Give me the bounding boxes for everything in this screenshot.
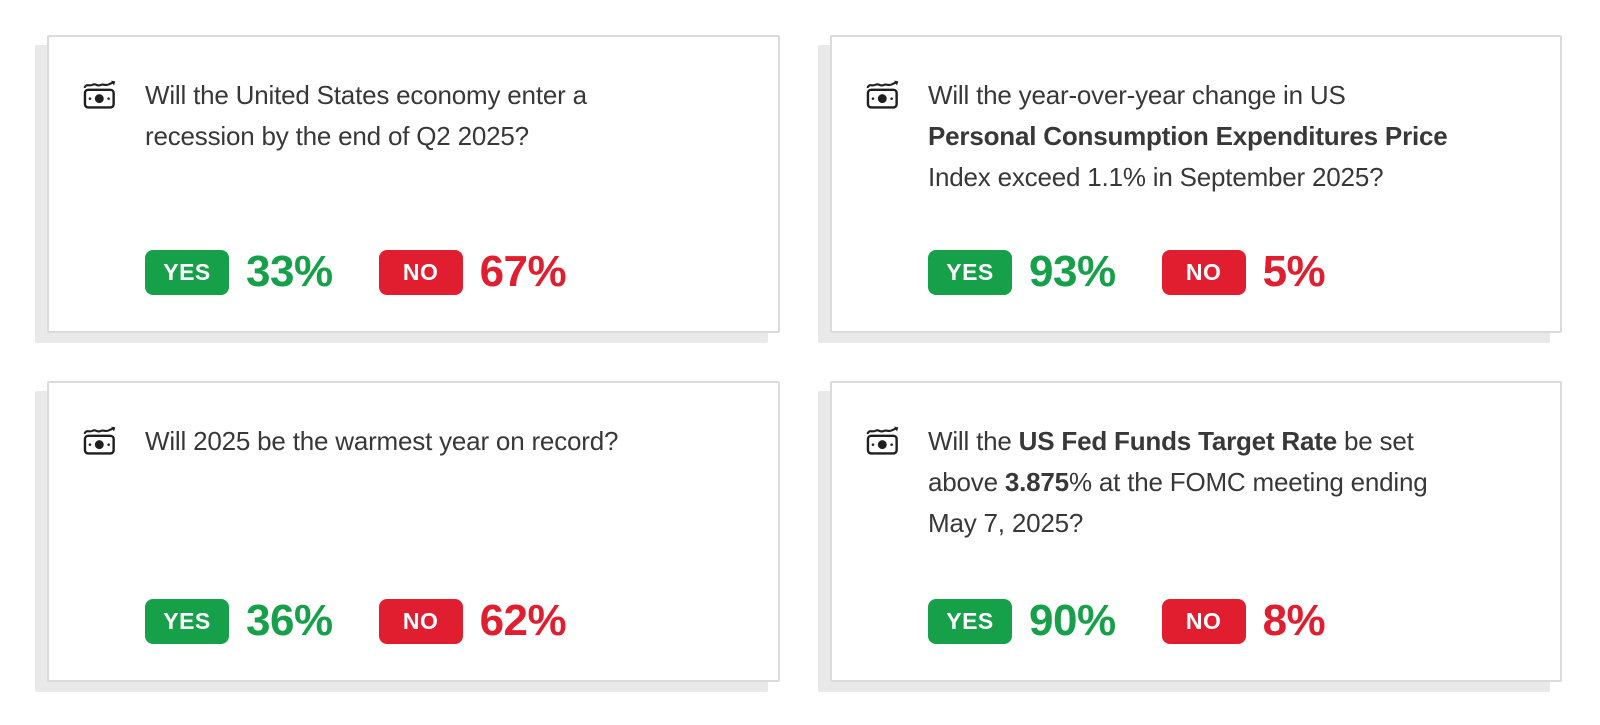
card-header: Will the US Fed Funds Target Rate be set…	[865, 421, 1532, 544]
no-badge[interactable]: NO	[1161, 598, 1246, 644]
money-trend-icon	[82, 424, 119, 461]
money-trend-icon	[82, 78, 119, 115]
no-outcome: NO 62%	[378, 596, 567, 646]
market-card-recession[interactable]: Will the United States economy enter a re…	[47, 35, 780, 333]
yes-percentage: 90%	[1029, 596, 1116, 645]
yes-badge[interactable]: YES	[928, 249, 1012, 295]
no-outcome: NO 5%	[1161, 247, 1326, 297]
outcomes-row: YES 33% NO 67%	[145, 247, 750, 297]
no-badge[interactable]: NO	[1161, 249, 1246, 295]
market-question: Will the year-over-year change in US Pers…	[928, 80, 1448, 192]
yes-badge[interactable]: YES	[145, 249, 229, 295]
market-question: Will the United States economy enter a re…	[145, 80, 587, 151]
yes-outcome: YES 36%	[145, 596, 333, 646]
money-trend-icon	[865, 424, 902, 461]
no-percentage: 67%	[479, 247, 567, 296]
no-outcome: NO 67%	[378, 247, 567, 297]
market-cards-grid: Will the United States economy enter a re…	[47, 35, 1562, 682]
no-badge[interactable]: NO	[378, 249, 463, 295]
card-header: Will 2025 be the warmest year on record?	[82, 421, 750, 462]
yes-percentage: 33%	[246, 247, 333, 296]
money-trend-icon	[865, 78, 902, 115]
yes-percentage: 93%	[1029, 247, 1116, 296]
outcomes-row: YES 93% NO 5%	[928, 247, 1532, 297]
market-card-fed-funds-rate[interactable]: Will the US Fed Funds Target Rate be set…	[830, 381, 1562, 682]
yes-badge[interactable]: YES	[928, 598, 1012, 644]
market-card-warmest-year[interactable]: Will 2025 be the warmest year on record?…	[47, 381, 780, 682]
market-question: Will 2025 be the warmest year on record?	[145, 426, 619, 456]
yes-percentage: 36%	[246, 596, 333, 645]
no-percentage: 5%	[1262, 247, 1326, 296]
yes-outcome: YES 33%	[145, 247, 333, 297]
yes-outcome: YES 93%	[928, 247, 1116, 297]
no-badge[interactable]: NO	[378, 598, 463, 644]
yes-badge[interactable]: YES	[145, 598, 229, 644]
market-question: Will the US Fed Funds Target Rate be set…	[928, 426, 1428, 538]
yes-outcome: YES 90%	[928, 596, 1116, 646]
no-outcome: NO 8%	[1161, 596, 1326, 646]
card-header: Will the year-over-year change in US Pers…	[865, 75, 1532, 198]
card-header: Will the United States economy enter a re…	[82, 75, 750, 157]
outcomes-row: YES 36% NO 62%	[145, 596, 750, 646]
market-card-pce-index[interactable]: Will the year-over-year change in US Pers…	[830, 35, 1562, 333]
no-percentage: 62%	[479, 596, 567, 645]
outcomes-row: YES 90% NO 8%	[928, 596, 1532, 646]
no-percentage: 8%	[1262, 596, 1326, 645]
